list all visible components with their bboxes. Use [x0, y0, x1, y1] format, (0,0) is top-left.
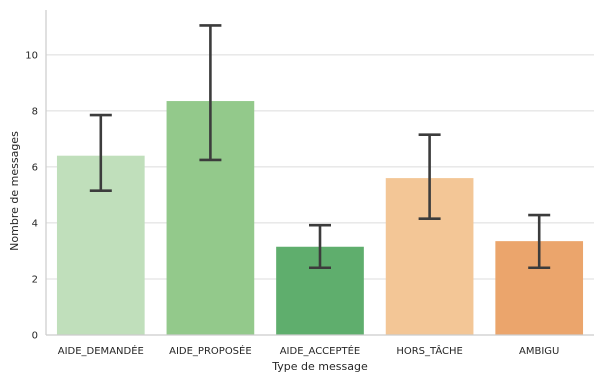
y-tick-label-1: 2 — [32, 274, 38, 285]
error-bar-2 — [309, 223, 331, 270]
x-tick-label-0: AIDE_DEMANDÉE — [58, 344, 144, 357]
axes-layer — [45, 10, 594, 336]
error-bar-0 — [89, 113, 112, 193]
x-tick-label-1: AIDE_PROPOSÉE — [169, 344, 252, 357]
x-tick-label-2: AIDE_ACCEPTÉE — [280, 344, 361, 357]
tick-labels-layer: 0 2 4 6 8 10 AIDE_DEMANDÉE AIDE_PROPOSÉE AIDE_AC… — [25, 50, 559, 357]
y-tick-label-5: 10 — [25, 50, 38, 61]
y-tick-label-3: 6 — [32, 162, 38, 173]
error-bars-layer — [89, 24, 551, 270]
y-tick-label-0: 0 — [32, 331, 38, 342]
x-tick-label-4: AMBIGU — [519, 346, 559, 357]
y-tick-label-2: 4 — [32, 218, 38, 229]
bars-layer — [56, 101, 584, 336]
error-bar-1 — [199, 24, 222, 162]
y-tick-label-4: 8 — [32, 106, 38, 117]
y-axis-title: Nombre de messages — [8, 131, 21, 251]
x-axis-title: Type de message — [271, 360, 368, 372]
error-bar-4 — [528, 213, 551, 270]
error-bar-3 — [418, 133, 441, 221]
x-tick-label-3: HORS_TÂCHE — [396, 344, 463, 357]
